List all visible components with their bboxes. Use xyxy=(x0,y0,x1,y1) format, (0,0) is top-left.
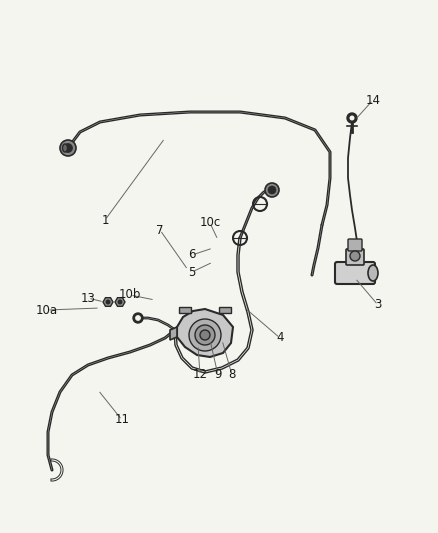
Circle shape xyxy=(105,300,110,304)
Text: 9: 9 xyxy=(214,368,221,382)
Text: 1: 1 xyxy=(101,214,109,227)
FancyBboxPatch shape xyxy=(347,239,361,251)
Circle shape xyxy=(346,113,356,123)
Ellipse shape xyxy=(62,144,67,152)
Circle shape xyxy=(133,313,143,323)
Text: 12: 12 xyxy=(192,368,207,382)
Circle shape xyxy=(117,300,122,304)
Text: 3: 3 xyxy=(374,298,381,311)
Circle shape xyxy=(349,116,354,120)
Text: 10b: 10b xyxy=(119,288,141,302)
Circle shape xyxy=(349,251,359,261)
Circle shape xyxy=(189,319,220,351)
Text: 10c: 10c xyxy=(199,216,220,230)
Ellipse shape xyxy=(367,265,377,281)
Text: 4: 4 xyxy=(276,332,283,344)
Circle shape xyxy=(267,186,276,194)
Polygon shape xyxy=(177,309,233,357)
FancyBboxPatch shape xyxy=(345,249,363,265)
Text: 10a: 10a xyxy=(36,303,58,317)
Text: 5: 5 xyxy=(188,265,195,279)
Text: 14: 14 xyxy=(365,93,380,107)
Circle shape xyxy=(200,330,209,340)
Circle shape xyxy=(60,140,76,156)
Polygon shape xyxy=(179,307,191,313)
Text: 11: 11 xyxy=(114,414,129,426)
Circle shape xyxy=(135,316,140,320)
Polygon shape xyxy=(115,297,125,306)
Circle shape xyxy=(194,325,215,345)
Text: 8: 8 xyxy=(228,368,235,382)
FancyBboxPatch shape xyxy=(334,262,374,284)
Polygon shape xyxy=(219,307,230,313)
Polygon shape xyxy=(103,297,113,306)
Circle shape xyxy=(64,143,72,152)
Polygon shape xyxy=(170,327,177,340)
Text: 13: 13 xyxy=(81,292,95,304)
Text: 6: 6 xyxy=(188,248,195,262)
Circle shape xyxy=(265,183,279,197)
Text: 7: 7 xyxy=(156,223,163,237)
